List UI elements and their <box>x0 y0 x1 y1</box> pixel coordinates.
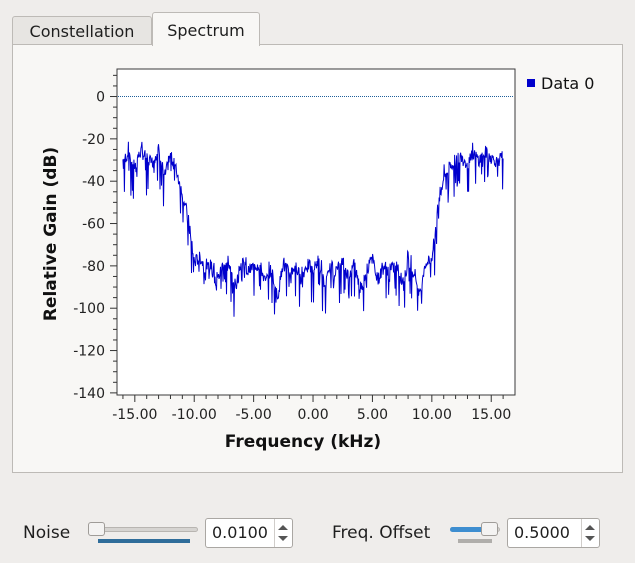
increment-arrow-icon[interactable] <box>585 525 595 530</box>
y-tick-label: 0 <box>96 90 105 106</box>
y-tick-label: -20 <box>82 132 105 148</box>
noise-slider-handle[interactable] <box>88 522 105 536</box>
spectrum-plot: -15.00 -10.00 -5.00 0.00 5.00 10.00 15.00 0 -20… <box>41 68 594 452</box>
freq-offset-spinbox[interactable] <box>507 518 600 548</box>
plot-area <box>116 68 516 396</box>
y-axis-label: Relative Gain (dB) <box>41 147 61 321</box>
legend-swatch <box>527 79 535 87</box>
x-axis-label: Frequency (kHz) <box>225 432 381 452</box>
noise-slider[interactable] <box>88 518 200 548</box>
noise-value-input[interactable] <box>212 523 276 542</box>
freq-offset-slider-fill <box>450 527 486 532</box>
spectrum-panel: -15.00 -10.00 -5.00 0.00 5.00 10.00 15.00 0 -20… <box>12 44 623 473</box>
freq-offset-label: Freq. Offset <box>332 523 431 543</box>
decrement-arrow-icon[interactable] <box>585 536 595 541</box>
freq-offset-slider[interactable] <box>448 518 504 548</box>
decrement-arrow-icon[interactable] <box>278 536 288 541</box>
noise-slider-track <box>92 527 198 532</box>
x-tick-label: 10.00 <box>412 407 452 423</box>
y-tick-label: -140 <box>73 386 105 402</box>
x-tick-label: -15.00 <box>112 407 157 423</box>
freq-offset-spinbox-arrows[interactable] <box>581 519 599 547</box>
noise-spinbox[interactable] <box>205 518 293 548</box>
legend-label: Data 0 <box>541 74 594 93</box>
noise-label: Noise <box>23 523 71 543</box>
noise-spinbox-arrows[interactable] <box>274 519 292 547</box>
x-tick-label: -5.00 <box>236 407 272 423</box>
y-tick-label: -100 <box>73 301 105 317</box>
freq-offset-slider-handle[interactable] <box>481 522 498 536</box>
noise-slider-focus-bar <box>98 539 190 543</box>
y-tick-label: -120 <box>73 344 105 360</box>
x-tick-label: 15.00 <box>471 407 511 423</box>
y-tick-label: -80 <box>82 259 105 275</box>
y-tick-label: -60 <box>82 217 105 233</box>
x-tick-label: 5.00 <box>357 407 388 423</box>
increment-arrow-icon[interactable] <box>278 525 288 530</box>
x-tick-label: 0.00 <box>297 407 328 423</box>
x-tick-label: -10.00 <box>172 407 217 423</box>
tab-spectrum[interactable]: Spectrum <box>152 12 260 46</box>
freq-offset-value-input[interactable] <box>514 523 578 542</box>
spectrum-trace <box>122 141 504 317</box>
tab-constellation[interactable]: Constellation <box>12 16 152 45</box>
freq-offset-slider-bar <box>458 539 492 543</box>
y-tick-label: -40 <box>82 174 105 190</box>
